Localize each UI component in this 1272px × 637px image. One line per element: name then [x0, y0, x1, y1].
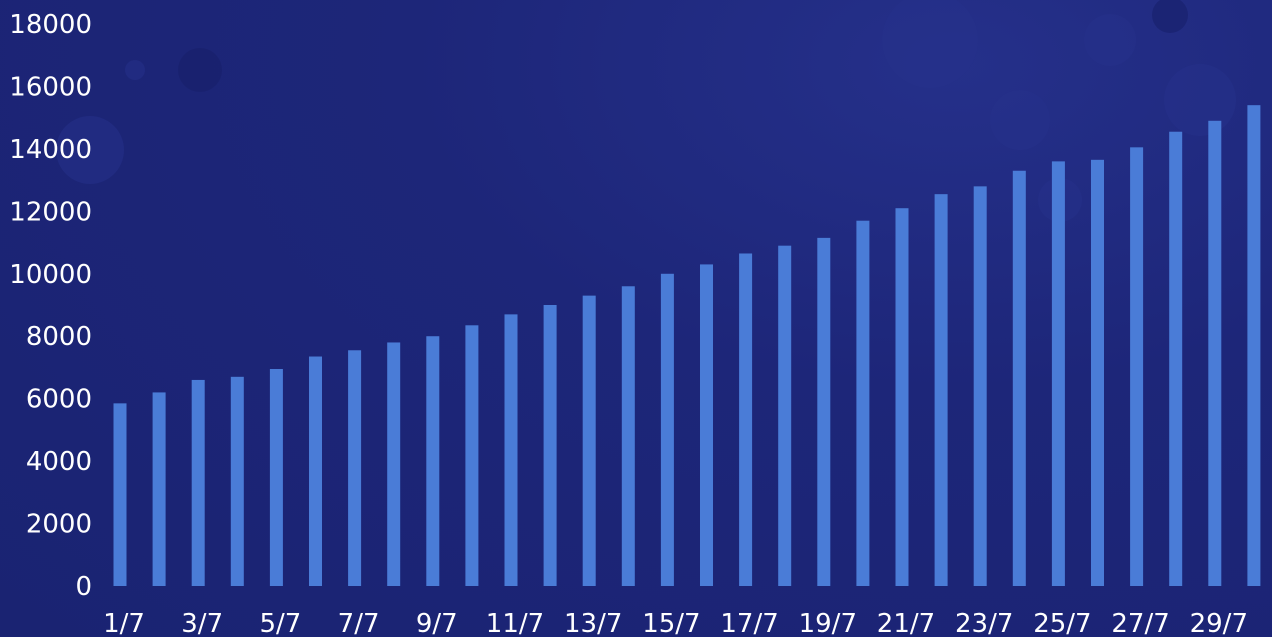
- y-tick-label: 8000: [26, 322, 92, 352]
- bar: [230, 376, 244, 586]
- bar: [1247, 105, 1261, 586]
- bar: [973, 186, 987, 586]
- x-tick-label: 19/7: [799, 609, 857, 637]
- x-tick-label: 9/7: [416, 609, 458, 637]
- bar: [1169, 131, 1183, 586]
- x-tick-label: 1/7: [103, 609, 145, 637]
- bar: [895, 208, 909, 586]
- background-decoration: [56, 0, 1236, 222]
- y-tick-label: 12000: [9, 197, 92, 227]
- bar: [191, 379, 205, 586]
- x-tick-label: 7/7: [338, 609, 380, 637]
- x-tick-label: 29/7: [1190, 609, 1248, 637]
- x-tick-label: 15/7: [642, 609, 700, 637]
- bar: [856, 220, 870, 586]
- x-tick-label: 25/7: [1033, 609, 1091, 637]
- bar: [309, 356, 322, 586]
- x-tick-label: 13/7: [564, 609, 622, 637]
- bar: [934, 194, 948, 586]
- bar: [113, 403, 127, 586]
- x-tick-label: 5/7: [259, 609, 301, 637]
- bar: [582, 295, 596, 586]
- y-tick-label: 0: [75, 572, 92, 602]
- bar: [700, 264, 713, 586]
- x-tick-label: 3/7: [181, 609, 223, 637]
- bar: [739, 253, 753, 586]
- bar: [269, 369, 283, 586]
- bars: [113, 105, 1261, 587]
- y-tick-label: 4000: [26, 447, 92, 477]
- bar: [1091, 159, 1104, 587]
- bar: [426, 336, 440, 586]
- y-tick-label: 16000: [9, 72, 92, 102]
- y-axis-ticks: 0 2000 4000 6000 8000 10000 12000 14000 16000 180…: [9, 10, 92, 602]
- y-tick-label: 14000: [9, 135, 92, 165]
- bar: [1130, 147, 1144, 587]
- bar: [504, 314, 518, 586]
- x-axis-ticks: 1/7 3/7 5/7 7/7 9/7 11/7 13/7 15/7 17/7 19/7 21/7 2…: [103, 609, 1248, 637]
- y-tick-label: 10000: [9, 260, 92, 290]
- y-tick-label: 18000: [9, 10, 92, 40]
- bar: [1208, 120, 1222, 587]
- y-tick-label: 2000: [26, 510, 92, 540]
- bar: [465, 325, 479, 586]
- x-tick-label: 23/7: [955, 609, 1013, 637]
- bar: [778, 245, 792, 586]
- x-tick-label: 27/7: [1111, 609, 1169, 637]
- bar: [660, 273, 674, 586]
- x-tick-label: 17/7: [720, 609, 778, 637]
- x-tick-label: 21/7: [877, 609, 935, 637]
- bar: [543, 305, 557, 586]
- bar: [387, 342, 401, 586]
- y-tick-label: 6000: [26, 385, 92, 415]
- bar: [152, 392, 166, 586]
- bar: [348, 350, 362, 586]
- bar: [1012, 170, 1026, 586]
- bar: [1051, 161, 1065, 586]
- bar: [621, 286, 635, 586]
- bar: [817, 237, 831, 586]
- x-tick-label: 11/7: [486, 609, 544, 637]
